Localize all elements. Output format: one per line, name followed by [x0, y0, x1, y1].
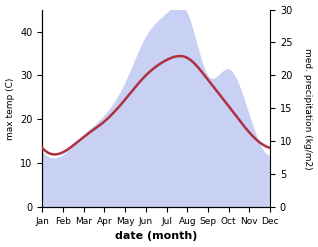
Y-axis label: max temp (C): max temp (C) [5, 77, 15, 140]
X-axis label: date (month): date (month) [115, 231, 197, 242]
Y-axis label: med. precipitation (kg/m2): med. precipitation (kg/m2) [303, 48, 313, 169]
